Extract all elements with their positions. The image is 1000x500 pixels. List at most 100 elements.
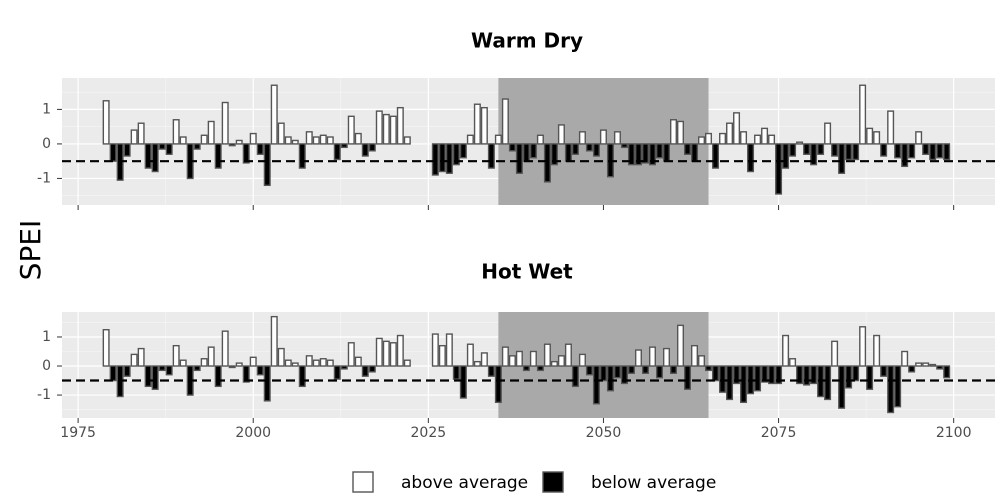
bar — [221, 330, 229, 367]
bar — [901, 350, 909, 367]
bar — [620, 143, 628, 149]
bar — [634, 349, 642, 367]
bar — [340, 143, 348, 149]
bar — [922, 143, 930, 155]
bar — [354, 132, 362, 145]
bar — [144, 143, 152, 169]
bar — [165, 365, 173, 376]
bar — [929, 363, 937, 367]
bar — [592, 365, 600, 405]
bar — [761, 127, 769, 145]
bar — [480, 106, 488, 145]
bar — [123, 143, 131, 157]
bar — [326, 136, 334, 145]
bar — [698, 136, 706, 145]
bar — [810, 365, 818, 385]
bar — [459, 365, 467, 399]
bar — [733, 365, 741, 385]
bar — [144, 365, 152, 388]
bar — [102, 100, 110, 145]
bar — [550, 143, 558, 166]
bar — [915, 131, 923, 145]
bar — [438, 344, 446, 367]
bar — [200, 134, 208, 145]
bar — [403, 136, 411, 145]
bar — [333, 143, 341, 161]
bar — [571, 365, 579, 388]
bar — [172, 344, 180, 367]
bar — [936, 365, 944, 370]
bar — [249, 132, 257, 145]
bar — [803, 365, 811, 386]
bar — [908, 365, 916, 373]
bar — [487, 365, 495, 377]
bar — [733, 112, 741, 145]
bar — [817, 143, 825, 155]
bar — [845, 143, 853, 161]
bar — [396, 334, 404, 367]
bar — [228, 143, 236, 147]
bar — [165, 143, 173, 155]
bar — [284, 136, 292, 145]
bar — [838, 143, 846, 174]
bar — [880, 143, 888, 157]
bar — [655, 143, 663, 159]
bar — [578, 353, 586, 367]
bar — [263, 143, 271, 187]
bar — [880, 365, 888, 377]
bar — [466, 343, 474, 367]
bar — [487, 143, 495, 169]
bar — [473, 103, 481, 145]
bar — [151, 143, 159, 173]
bar — [634, 143, 642, 166]
bar — [824, 365, 832, 401]
bar — [298, 365, 306, 388]
bar — [754, 134, 762, 145]
bar — [852, 365, 860, 382]
bar — [270, 315, 278, 367]
bar — [319, 358, 327, 367]
y-tick-label: -1 — [37, 170, 51, 186]
bar — [403, 359, 411, 367]
bar — [929, 143, 937, 161]
bar — [522, 365, 530, 372]
bar — [866, 365, 874, 390]
bar — [109, 143, 117, 162]
bar — [102, 329, 110, 367]
bar — [291, 362, 299, 367]
bar — [712, 143, 720, 169]
bar — [179, 359, 187, 367]
bar — [347, 115, 355, 145]
bar — [214, 143, 222, 169]
bar — [130, 353, 138, 367]
bar — [698, 355, 706, 367]
bar — [431, 333, 439, 367]
bar — [515, 143, 523, 174]
bar — [214, 365, 222, 388]
x-tick-label: 2075 — [761, 425, 797, 441]
bar — [382, 113, 390, 145]
y-axis-label: SPEI — [14, 220, 47, 281]
legend-swatch — [352, 471, 374, 493]
bar — [922, 362, 930, 367]
bar — [452, 365, 460, 380]
bar — [691, 344, 699, 367]
highlight-band — [498, 312, 709, 418]
bar — [494, 365, 502, 404]
bar — [719, 132, 727, 145]
bar — [123, 365, 131, 377]
bar — [789, 143, 797, 157]
bar — [333, 365, 341, 380]
bar — [740, 131, 748, 145]
bar — [172, 119, 180, 145]
bar — [501, 346, 509, 367]
bar — [585, 365, 593, 376]
bar — [109, 365, 117, 382]
bar — [894, 365, 902, 408]
bar — [389, 115, 397, 145]
bar — [256, 143, 264, 155]
bar — [445, 143, 453, 174]
bar — [627, 143, 635, 166]
bar — [179, 136, 187, 145]
